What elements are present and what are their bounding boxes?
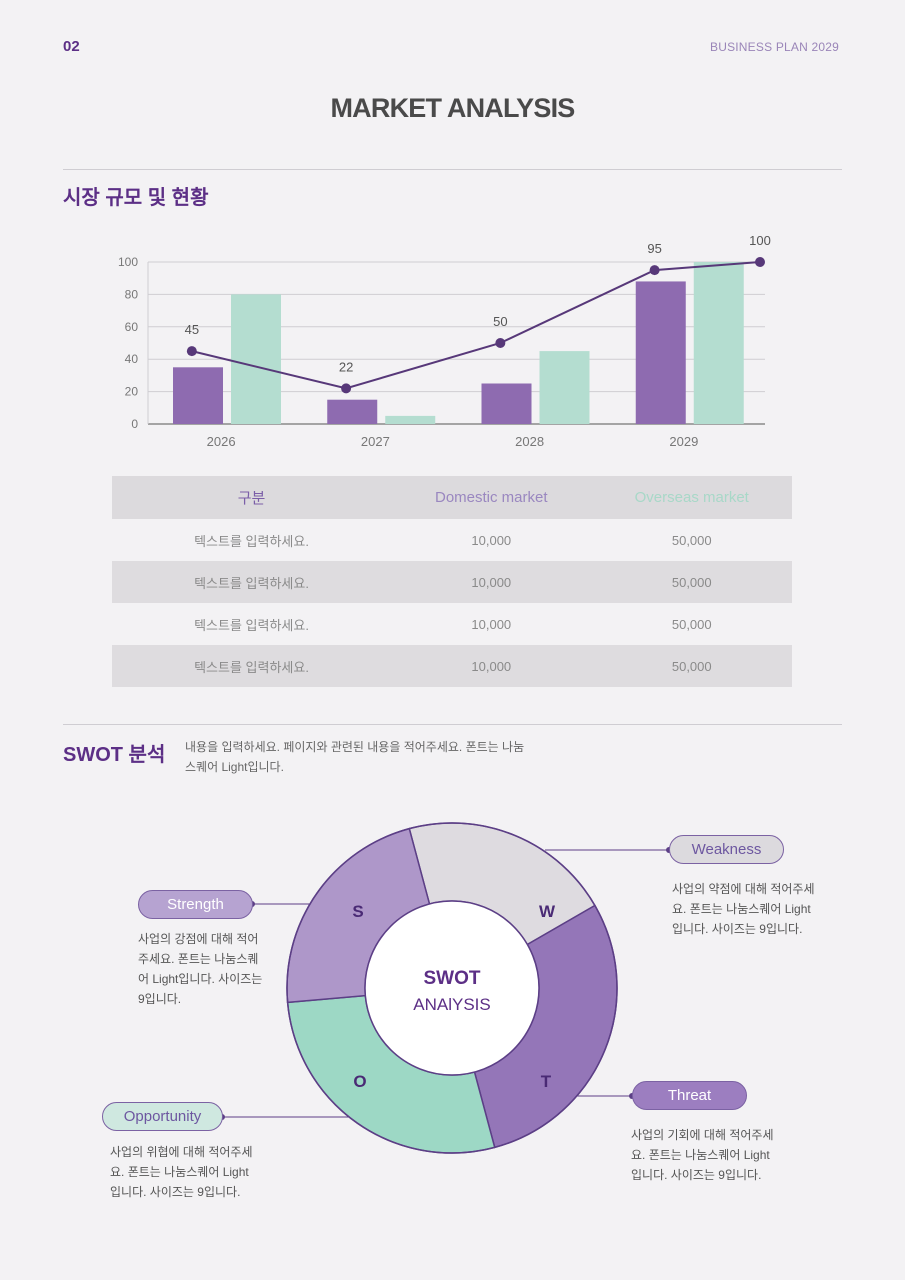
- swot-center-subtitle: ANAlYSIS: [413, 995, 490, 1014]
- table-row: 텍스트를 입력하세요. 10,000 50,000: [112, 561, 792, 603]
- line-data-label: 50: [493, 314, 507, 329]
- x-tick-label: 2026: [207, 434, 236, 449]
- x-tick-label: 2029: [669, 434, 698, 449]
- bar: [693, 262, 744, 424]
- swot-ring: [286, 822, 618, 1154]
- swot-diagram: SWOT ANAlYSIS S W O T: [219, 822, 672, 1154]
- page-number: 02: [63, 38, 80, 55]
- chart-line: [186, 257, 765, 394]
- y-tick-label: 100: [118, 255, 138, 269]
- y-tick-label: 40: [125, 352, 139, 366]
- market-table: 구분 Domestic market Overseas market 텍스트를 …: [112, 476, 792, 687]
- overseas-value: 50,000: [591, 645, 792, 687]
- threat-label: Threat: [632, 1081, 747, 1110]
- divider: [63, 169, 842, 170]
- bar: [231, 294, 281, 424]
- document-title: BUSINESS PLAN 2029: [710, 40, 839, 54]
- y-tick-label: 20: [125, 385, 139, 399]
- y-tick-label: 60: [125, 320, 139, 334]
- row-label: 텍스트를 입력하세요.: [194, 533, 309, 549]
- swot-ring-outline: [286, 822, 618, 1154]
- line-point: [755, 257, 765, 267]
- y-tick-label: 80: [125, 287, 139, 301]
- swot-center-circle: [364, 900, 540, 1076]
- strength-label: Strength: [138, 890, 253, 919]
- table-row: 텍스트를 입력하세요. 10,000 50,000: [112, 645, 792, 687]
- row-label: 텍스트를 입력하세요.: [194, 617, 309, 633]
- line-data-label: 100: [749, 233, 771, 248]
- swot-letter-o: O: [353, 1072, 366, 1091]
- domestic-value: 10,000: [391, 561, 592, 603]
- header-overseas: Overseas market: [591, 476, 792, 519]
- chart-bars: [173, 262, 744, 424]
- line-point: [341, 383, 352, 394]
- bar: [173, 367, 223, 424]
- bar: [539, 351, 590, 424]
- weakness-text: 사업의 약점에 대해 적어주세요. 폰트는 나눔스퀘어 Light입니다. 사이…: [672, 882, 815, 936]
- domestic-value: 10,000: [471, 532, 512, 548]
- threat-text: 사업의 기회에 대해 적어주세요. 폰트는 나눔스퀘어 Light입니다. 사이…: [631, 1128, 774, 1182]
- x-tick-label: 2028: [515, 434, 544, 449]
- chart-labels: 0 20 40 60 80 100 2026 2027 2028 2029 45 22 50 95 100: [118, 233, 771, 449]
- swot-section-heading: SWOT 분석: [63, 744, 166, 766]
- market-chart: 0 20 40 60 80 100 2026 2027 2028 2029 45 22 50 95 100: [118, 233, 771, 449]
- swot-description: 내용을 입력하세요. 페이지와 관련된 내용을 적어주세요. 폰트는 나눔스퀘어…: [185, 740, 525, 774]
- bar: [385, 415, 436, 424]
- bar: [327, 399, 378, 424]
- line-point: [186, 346, 197, 357]
- y-tick-label: 0: [131, 417, 138, 431]
- swot-letter-w: W: [539, 902, 556, 921]
- swot-letter-s: S: [352, 902, 363, 921]
- header-domestic: Domestic market: [391, 476, 592, 519]
- strength-text: 사업의 강점에 대해 적어주세요. 폰트는 나눔스퀘어 Light입니다. 사이…: [138, 932, 263, 1006]
- swot-center-title: SWOT: [424, 968, 481, 989]
- line-point: [649, 265, 660, 276]
- divider: [63, 724, 842, 725]
- opportunity-text: 사업의 위협에 대해 적어주세요. 폰트는 나눔스퀘어 Light입니다. 사이…: [110, 1145, 253, 1199]
- weakness-label: Weakness: [669, 835, 784, 864]
- swot-letter-t: T: [541, 1072, 552, 1091]
- row-label: 텍스트를 입력하세요.: [112, 645, 392, 687]
- market-section-heading: 시장 규모 및 현황: [63, 187, 209, 209]
- domestic-value: 10,000: [471, 616, 512, 632]
- line-point: [495, 338, 506, 348]
- x-tick-label: 2027: [361, 434, 390, 449]
- table-row: 텍스트를 입력하세요. 10,000 50,000: [112, 519, 792, 561]
- table-row: 텍스트를 입력하세요. 10,000 50,000: [112, 603, 792, 645]
- row-label: 텍스트를 입력하세요.: [112, 561, 392, 603]
- header-category: 구분: [112, 476, 392, 519]
- domestic-value: 10,000: [391, 645, 592, 687]
- table-header-row: 구분 Domestic market Overseas market: [112, 476, 792, 519]
- bar: [481, 383, 532, 424]
- overseas-value: 50,000: [671, 532, 712, 548]
- overseas-value: 50,000: [591, 561, 792, 603]
- line-data-label: 95: [647, 241, 661, 256]
- page-title: MARKET ANALYSIS: [330, 93, 575, 123]
- overseas-value: 50,000: [671, 616, 712, 632]
- line-data-label: 22: [339, 359, 353, 374]
- opportunity-label: Opportunity: [102, 1102, 223, 1131]
- line-data-label: 45: [185, 322, 199, 337]
- bar: [635, 281, 686, 424]
